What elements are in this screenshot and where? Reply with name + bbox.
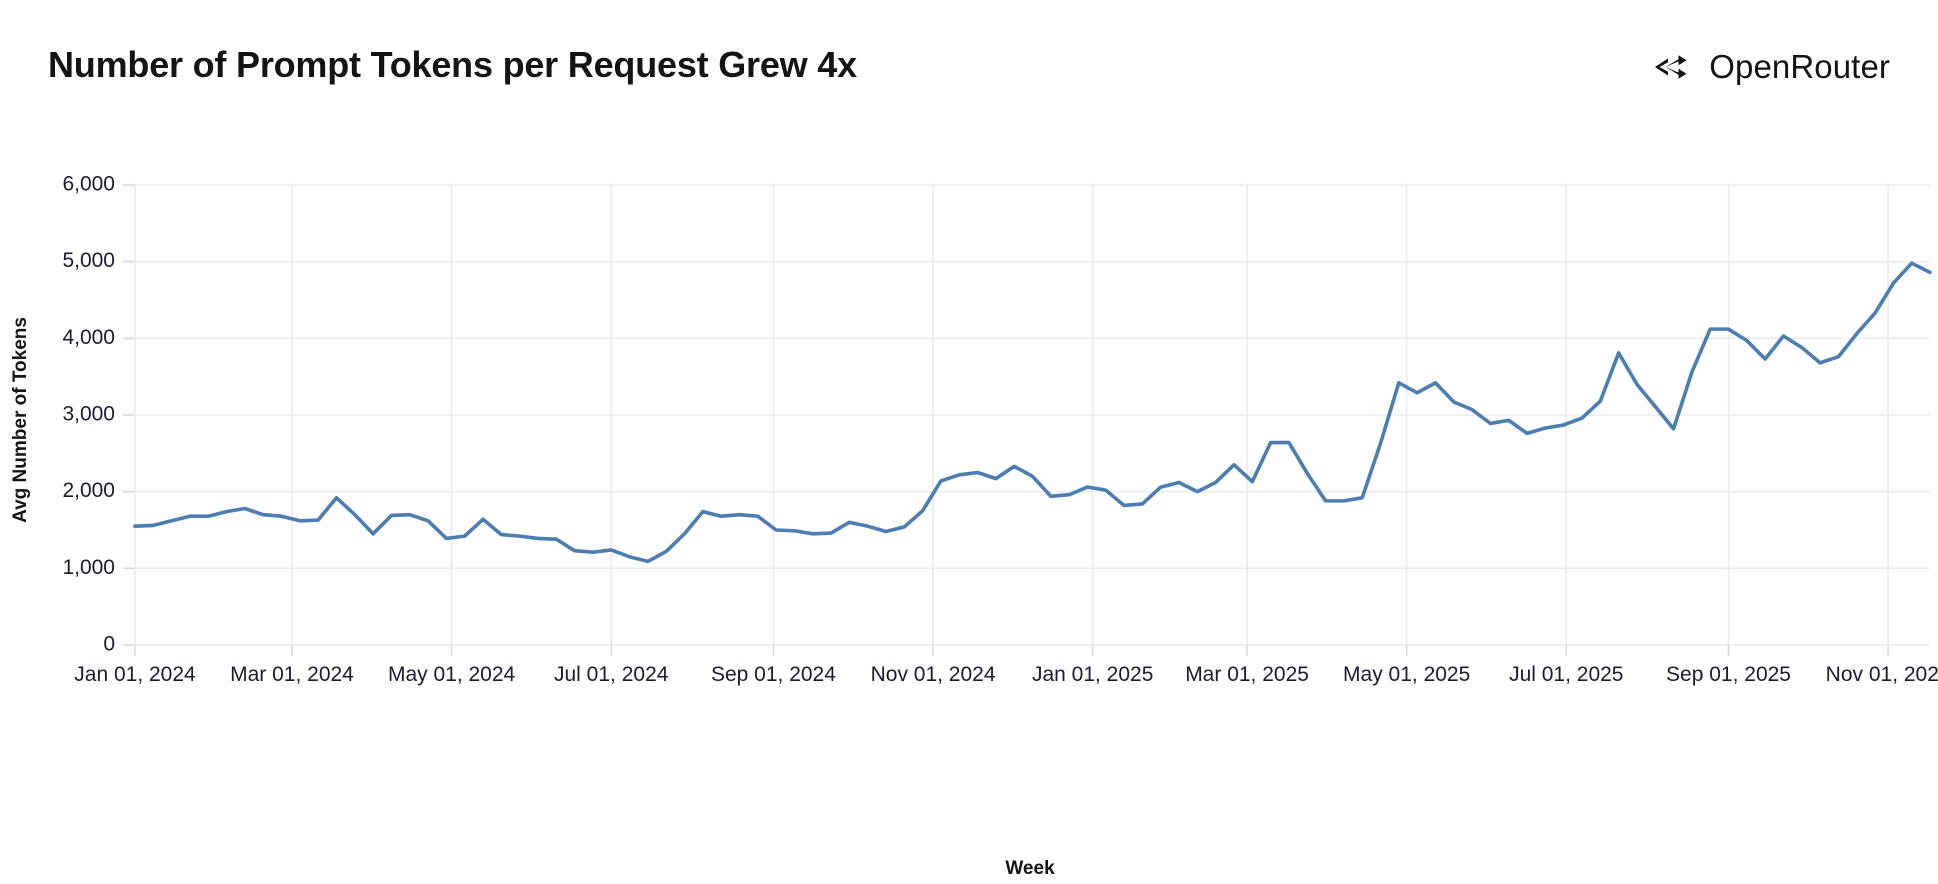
x-axis-ticks: Jan 01, 2024 Mar 01, 2024 May 01, 2024 Jul …	[74, 663, 1938, 686]
series-line-avg-tokens	[133, 261, 1932, 564]
x-tick-label: Jul 01, 2024	[554, 663, 669, 686]
x-tick-label: Sep 01, 2024	[711, 663, 836, 686]
y-tick-label: 6,000	[62, 173, 115, 196]
y-tick-label: 4,000	[62, 326, 115, 349]
x-tick-label: Jan 01, 2024	[74, 663, 196, 686]
x-tick-label: Jan 01, 2025	[1032, 663, 1153, 686]
x-tick-label: Mar 01, 2025	[1185, 663, 1309, 686]
brand-lockup: OpenRouter	[1652, 47, 1890, 87]
y-axis-ticks: 0 1,000 2,000 3,000 4,000 5,000 6,000	[62, 173, 115, 656]
x-tick-label: May 01, 2025	[1343, 663, 1470, 686]
grid-lines	[123, 184, 1930, 656]
y-tick-label: 3,000	[62, 403, 115, 426]
y-axis-title: Avg Number of Tokens	[10, 317, 31, 523]
openrouter-chevron-icon	[1655, 55, 1687, 79]
data-series	[133, 261, 1932, 564]
y-tick-label: 2,000	[62, 479, 115, 502]
x-tick-label: Mar 01, 2024	[230, 663, 354, 686]
y-tick-label: 5,000	[62, 249, 115, 272]
x-axis-title: Week	[1005, 858, 1055, 879]
x-tick-label: May 01, 2024	[388, 663, 516, 686]
chart-header: Number of Prompt Tokens per Request Grew…	[0, 0, 1938, 120]
x-tick-label: Sep 01, 2025	[1666, 663, 1791, 686]
x-tick-label: Nov 01, 2024	[871, 663, 996, 686]
x-tick-label: Jul 01, 2025	[1509, 663, 1623, 686]
y-tick-label: 0	[103, 633, 115, 656]
page-title: Number of Prompt Tokens per Request Grew…	[48, 44, 857, 85]
y-tick-label: 1,000	[62, 556, 115, 579]
x-tick-label: Nov 01, 2025	[1826, 663, 1938, 686]
brand-name: OpenRouter	[1709, 48, 1890, 85]
